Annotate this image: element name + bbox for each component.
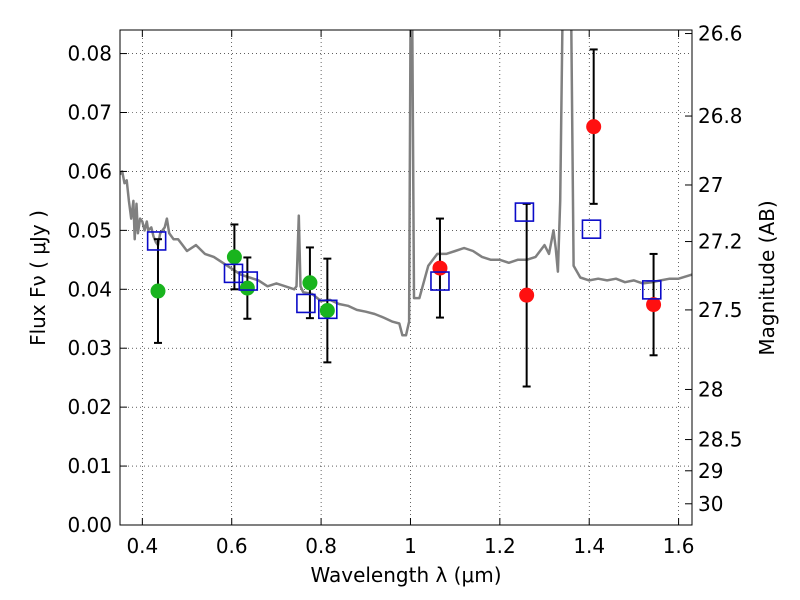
plot-frame — [119, 29, 693, 526]
model-spectrum-line — [120, 30, 692, 337]
y-tick-label: 0.04 — [67, 277, 112, 301]
data-point — [239, 280, 255, 296]
right-tick-label: 27.5 — [698, 298, 743, 322]
model-point — [296, 293, 316, 314]
y-tick-label: 0.06 — [67, 159, 112, 183]
right-tick-label: 30 — [698, 492, 723, 516]
model-point — [223, 263, 244, 284]
y-tick-label: 0.03 — [67, 336, 112, 360]
y-tick-label: 0.00 — [67, 513, 112, 537]
model-spectrum — [120, 30, 692, 337]
x-tick-label: 1 — [404, 534, 417, 558]
right-tick-label: 26.6 — [698, 22, 743, 46]
data-point — [226, 249, 242, 265]
x-tick-label: 1.2 — [484, 534, 516, 558]
right-tick-label: 29 — [698, 459, 723, 483]
model-point — [641, 280, 662, 300]
right-axis-label: Magnitude (AB) — [755, 200, 779, 355]
data-point — [319, 303, 335, 318]
model-point — [317, 299, 338, 320]
y-axis-label: Flux Fν ( μJy ) — [26, 210, 50, 346]
x-tick-label: 0.4 — [126, 534, 158, 558]
x-tick-label: 1.4 — [573, 534, 605, 558]
data-point — [432, 260, 448, 276]
y-tick-label: 0.05 — [67, 218, 112, 242]
data-point — [150, 283, 166, 299]
x-axis-label: Wavelength λ (μm) — [310, 563, 501, 587]
model-point — [238, 271, 259, 291]
right-tick-label: 27.2 — [698, 230, 743, 254]
y-tick-label: 0.02 — [67, 395, 112, 419]
x-tick-label: 1.6 — [663, 534, 695, 558]
y-tick-label: 0.01 — [67, 454, 112, 478]
data-point — [586, 119, 602, 135]
data-point — [646, 297, 662, 313]
data-point — [302, 275, 318, 291]
y-tick-label: 0.07 — [67, 101, 112, 125]
plot-background — [120, 30, 692, 525]
model-point — [430, 271, 450, 291]
y-tick-labels: 0.00 0.01 0.02 0.03 0.04 0.05 0.06 0.07 0.08 — [67, 42, 112, 537]
model-point — [146, 231, 167, 251]
axis-ticks — [120, 30, 692, 526]
right-tick-label: 28.5 — [698, 428, 743, 452]
data-markers — [146, 119, 662, 320]
y-tick-label: 0.08 — [67, 42, 112, 66]
right-tick-label: 28 — [698, 377, 723, 401]
right-tick-label: 26.8 — [698, 104, 743, 128]
right-tick-label: 27 — [698, 173, 723, 197]
x-tick-label: 0.6 — [216, 534, 248, 558]
model-point — [581, 219, 602, 239]
model-point — [514, 202, 535, 222]
right-tick-labels: 26.6 26.8 27 27.2 27.5 28 28.5 29 30 — [698, 22, 743, 516]
x-tick-labels: 0.4 0.6 0.8 1 1.2 1.4 1.6 — [126, 534, 694, 558]
data-point — [519, 287, 535, 303]
x-tick-label: 0.8 — [305, 534, 337, 558]
